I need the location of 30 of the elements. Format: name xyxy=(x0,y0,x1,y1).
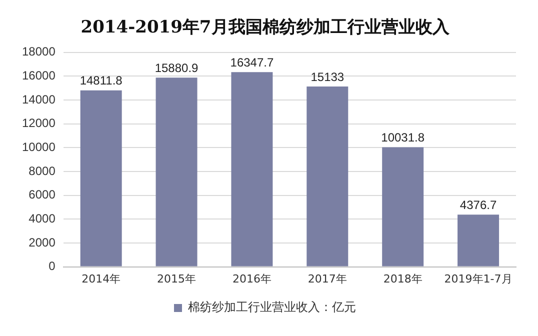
y-tick-label: 4000 xyxy=(28,211,56,226)
chart-title: 2014-2019年7月我国棉纺纱加工行业营业收入 xyxy=(80,18,450,38)
data-label: 15133 xyxy=(310,70,344,84)
x-tick-label: 2015年 xyxy=(157,272,196,286)
x-tick-label: 2014年 xyxy=(82,272,121,286)
x-tick-label: 2019年1-7月 xyxy=(444,272,512,286)
data-label: 10031.8 xyxy=(381,130,425,145)
x-tick-label: 2017年 xyxy=(308,272,347,286)
y-tick-label: 6000 xyxy=(28,188,56,202)
x-tick-label: 2018年 xyxy=(383,272,422,286)
bar xyxy=(80,90,122,266)
legend-label: 棉纺纱加工行业营业收入：亿元 xyxy=(188,300,356,314)
bar xyxy=(458,214,500,266)
data-label: 4376.7 xyxy=(460,198,497,212)
x-tick-label: 2016年 xyxy=(232,272,272,286)
y-tick-label: 16000 xyxy=(22,68,56,83)
bar xyxy=(156,78,198,266)
data-label: 14811.8 xyxy=(80,74,123,88)
y-tick-label: 8000 xyxy=(28,164,56,178)
bar xyxy=(306,86,348,266)
data-label: 15880.9 xyxy=(154,60,199,75)
bar xyxy=(382,147,424,266)
y-tick-label: 0 xyxy=(48,259,56,274)
y-tick-label: 12000 xyxy=(22,116,56,130)
data-label: 16347.7 xyxy=(230,55,274,70)
y-tick-label: 2000 xyxy=(28,235,56,250)
y-tick-label: 14000 xyxy=(22,92,56,106)
y-tick-label: 10000 xyxy=(22,140,56,154)
y-tick-label: 18000 xyxy=(22,44,56,59)
bar xyxy=(231,72,273,266)
